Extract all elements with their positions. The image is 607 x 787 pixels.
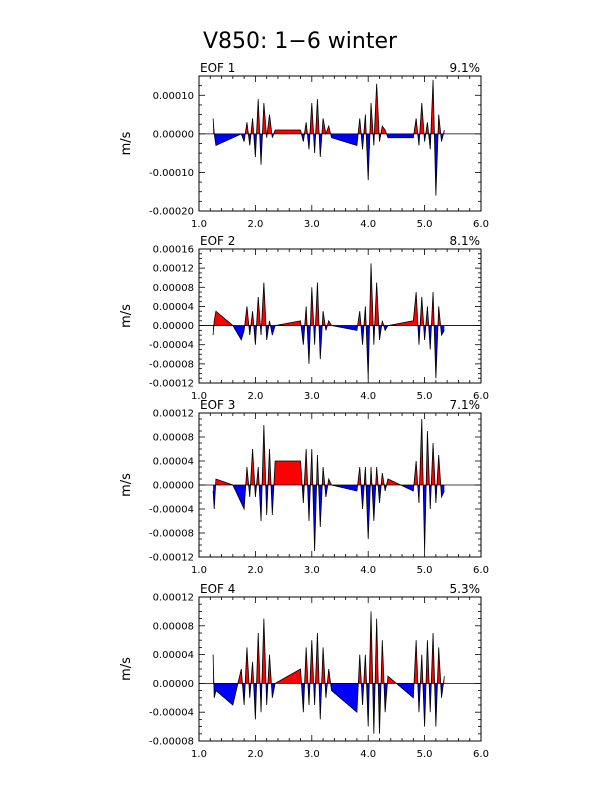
- x-tick-label: 1.0: [191, 749, 207, 760]
- y-tick-label: -0.00008: [149, 359, 194, 370]
- x-tick-label: 3.0: [304, 749, 320, 760]
- y-tick-label: -0.00008: [149, 737, 194, 748]
- panel-label: EOF 3: [200, 398, 235, 412]
- x-tick-label: 3.0: [304, 391, 320, 402]
- x-tick-label: 2.0: [247, 749, 263, 760]
- y-tick-label: 0.00016: [153, 245, 194, 256]
- y-tick-label: -0.00020: [149, 207, 194, 218]
- x-tick-label: 5.0: [417, 749, 433, 760]
- x-tick-label: 6.0: [473, 219, 489, 230]
- x-tick-label: 1.0: [191, 391, 207, 402]
- y-tick-label: 0.00000: [153, 129, 194, 140]
- y-tick-label: 0.00000: [153, 679, 194, 690]
- panel-label: EOF 4: [200, 582, 235, 596]
- panel-3: 1.0 2.0 3.0 4.0 5.0 6.0 -0.00012 -0.00008 -0.000…: [119, 398, 489, 576]
- y-tick-label: -0.00008: [149, 529, 194, 540]
- series-line: [212, 263, 445, 379]
- x-tick-label: 5.0: [417, 391, 433, 402]
- x-tick-label: 2.0: [247, 219, 263, 230]
- x-tick-label: 1.0: [191, 565, 207, 576]
- x-tick-label: 4.0: [360, 219, 376, 230]
- positive-area: [213, 263, 445, 326]
- y-tick-label: 0.00000: [153, 321, 194, 332]
- y-tick-label: 0.00012: [153, 409, 194, 420]
- x-tick-label: 5.0: [417, 565, 433, 576]
- y-tick-label: 0.00004: [153, 457, 194, 468]
- y-tick-label: 0.00008: [153, 283, 194, 294]
- panel-1: 1.0 2.0 3.0 4.0 5.0 6.0 -0.00020 -0.00010 0.0000…: [119, 61, 489, 230]
- y-tick-label: -0.00004: [149, 505, 194, 516]
- x-tick-label: 6.0: [473, 565, 489, 576]
- y-axis-label: m/s: [119, 473, 134, 497]
- y-tick-label: 0.00004: [153, 650, 194, 661]
- series-line: [212, 79, 445, 196]
- y-tick-label: 0.00012: [153, 593, 194, 604]
- x-tick-label: 4.0: [360, 565, 376, 576]
- positive-area: [213, 419, 445, 485]
- variance-label: 8.1%: [450, 234, 481, 248]
- x-tick-label: 4.0: [360, 391, 376, 402]
- variance-label: 7.1%: [450, 398, 481, 412]
- y-tick-label: 0.00004: [153, 302, 194, 313]
- x-tick-label: 3.0: [304, 565, 320, 576]
- y-tick-label: 0.00008: [153, 433, 194, 444]
- y-tick-label: 0.00008: [153, 621, 194, 632]
- panels: 1.0 2.0 3.0 4.0 5.0 6.0 -0.00020 -0.00010 0.0000…: [119, 61, 489, 760]
- series-line: [212, 611, 445, 734]
- panel-4: 1.0 2.0 3.0 4.0 5.0 6.0 -0.00008 -0.00004 0.0000…: [119, 582, 489, 760]
- y-tick-label: -0.00010: [149, 168, 194, 179]
- y-tick-label: -0.00012: [149, 553, 194, 564]
- y-tick-label: -0.00012: [149, 379, 194, 390]
- y-tick-label: -0.00004: [149, 708, 194, 719]
- y-tick-label: 0.00012: [153, 264, 194, 275]
- y-axis-label: m/s: [119, 131, 134, 155]
- x-tick-label: 1.0: [191, 219, 207, 230]
- x-tick-label: 3.0: [304, 219, 320, 230]
- y-tick-label: 0.00000: [153, 481, 194, 492]
- series-line: [212, 418, 445, 552]
- panel-2: 1.0 2.0 3.0 4.0 5.0 6.0 -0.00012 -0.00008 -0.000…: [119, 234, 489, 402]
- y-axis-label: m/s: [119, 657, 134, 681]
- figure-title: V850: 1−6 winter: [203, 29, 398, 54]
- panel-frame: [198, 75, 482, 212]
- x-tick-label: 6.0: [473, 749, 489, 760]
- x-tick-label: 4.0: [360, 749, 376, 760]
- panel-label: EOF 1: [200, 61, 235, 75]
- y-axis-label: m/s: [119, 304, 134, 328]
- x-tick-label: 2.0: [247, 391, 263, 402]
- positive-area: [213, 79, 445, 134]
- x-tick-label: 6.0: [473, 391, 489, 402]
- x-tick-label: 2.0: [247, 565, 263, 576]
- variance-label: 9.1%: [450, 61, 481, 75]
- panel-label: EOF 2: [200, 234, 235, 248]
- y-tick-label: 0.00010: [153, 91, 194, 102]
- y-tick-label: -0.00004: [149, 340, 194, 351]
- x-tick-label: 5.0: [417, 219, 433, 230]
- variance-label: 5.3%: [450, 582, 481, 596]
